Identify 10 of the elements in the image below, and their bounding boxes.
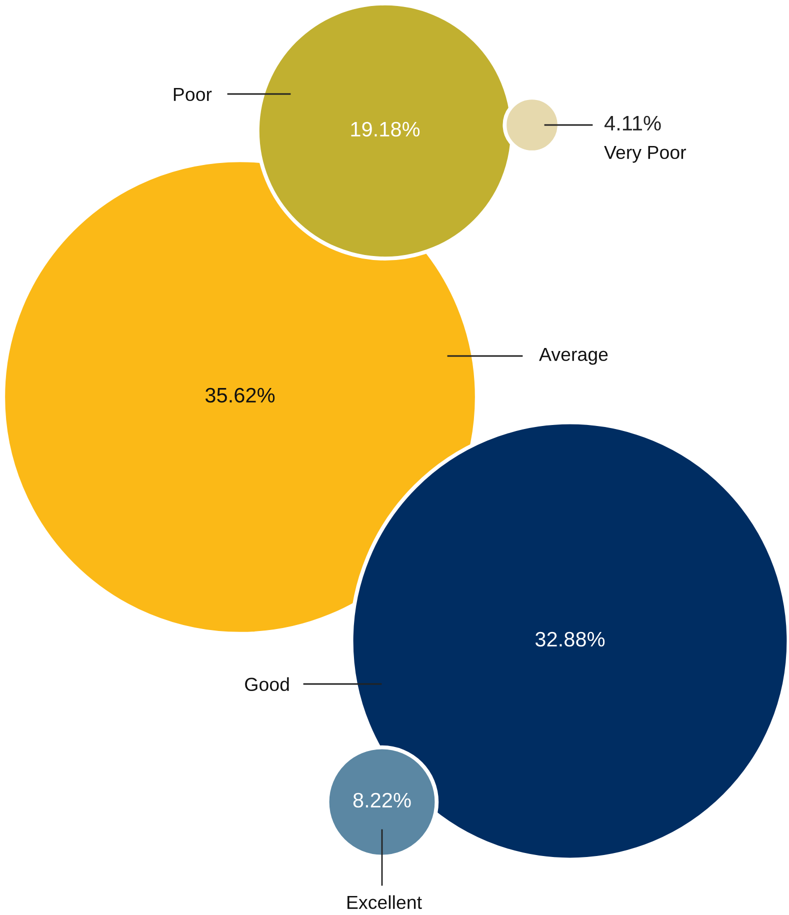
data-label: 35.62% [205,388,275,403]
data-label: 4.11% [604,116,661,131]
category-label: Excellent [348,895,422,910]
data-label: 32.88% [535,632,605,647]
category-label: Poor [174,88,212,102]
data-label: 8.22% [353,792,411,808]
data-label: 19.18% [351,122,420,137]
category-label: Very Poor [604,146,686,163]
category-label: Good [245,677,289,692]
category-label: Average [539,348,608,365]
